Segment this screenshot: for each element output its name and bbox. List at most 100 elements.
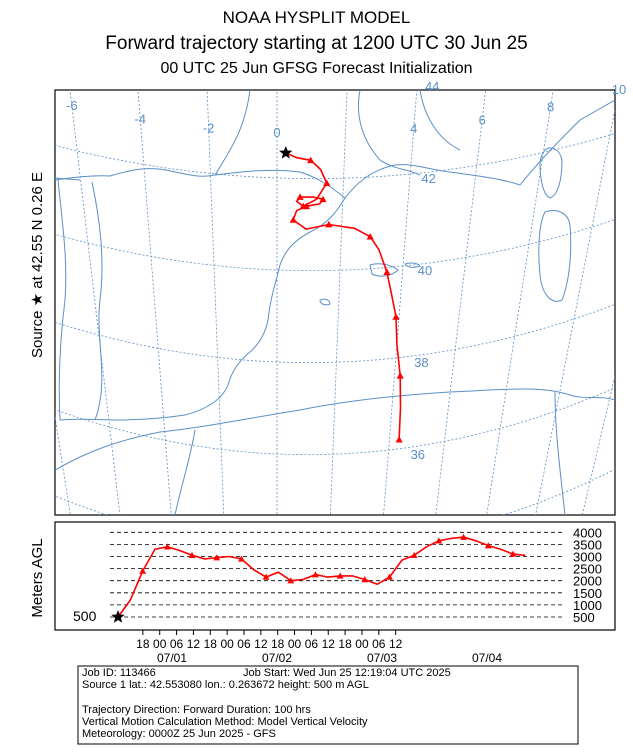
trajectory-title: Forward trajectory starting at 1200 UTC … xyxy=(105,33,528,54)
longitude-label: -6 xyxy=(66,98,78,113)
date-label: 07/02 xyxy=(262,651,292,665)
border-morocco-algeria xyxy=(174,429,196,515)
border-alps xyxy=(419,90,461,151)
map-frame xyxy=(54,89,616,516)
info-box xyxy=(77,665,579,745)
longitude-label: 4 xyxy=(410,121,417,136)
vertical-ylabel: Meters AGL xyxy=(29,538,46,617)
vertical-trajectory-marker xyxy=(336,572,344,579)
island-ibiza xyxy=(319,298,331,306)
height-tick-label: 2000 xyxy=(573,574,602,589)
longitude-line xyxy=(330,90,348,515)
time-tick-label: 12 xyxy=(254,637,268,651)
vertical-trajectory-marker xyxy=(509,550,517,557)
trajectory-marker xyxy=(296,193,304,200)
latitude-label: 36 xyxy=(411,447,425,462)
coastline-italy xyxy=(519,99,615,186)
model-title: NOAA HYSPLIT MODEL xyxy=(222,8,411,27)
trajectory-line xyxy=(285,152,402,440)
longitude-label: 0 xyxy=(273,125,280,140)
time-tick-label: 18 xyxy=(271,637,285,651)
source-info: Source 1 lat.: 42.553080 lon.: 0.263672 … xyxy=(82,679,369,691)
coastline-north-africa xyxy=(55,388,615,471)
vertical-trajectory-marker xyxy=(238,555,245,562)
trajectory-marker xyxy=(366,233,374,240)
time-tick-label: 00 xyxy=(355,637,369,651)
source-star xyxy=(279,146,293,159)
coastline-biscay xyxy=(55,168,216,181)
vertical-trajectory xyxy=(111,533,526,623)
height-tick-label: 500 xyxy=(573,610,595,625)
meteorology: Meteorology: 0000Z 25 Jun 2025 - GFS xyxy=(82,728,276,740)
height-tick-label: 2500 xyxy=(573,562,602,577)
trajectory-marker xyxy=(325,220,333,228)
vertical-trajectory-marker xyxy=(410,551,418,559)
trajectory-direction: Trajectory Direction: Forward Duration: … xyxy=(82,704,311,716)
trajectory-marker xyxy=(392,313,400,320)
trajectory-marker xyxy=(323,179,331,187)
time-tick-label: 12 xyxy=(389,637,403,651)
latitude-label: 38 xyxy=(414,355,428,370)
longitude-label: -2 xyxy=(203,120,215,135)
map-trajectory xyxy=(279,146,404,443)
longitude-line xyxy=(535,107,615,515)
coastline-portugal xyxy=(57,179,67,421)
latitude-label: 44 xyxy=(425,79,439,94)
vertical-trajectory-marker xyxy=(435,537,443,544)
height-tick-label: 4000 xyxy=(573,525,602,540)
border-algeria-tunisia xyxy=(554,391,566,515)
vertical-method: Vertical Motion Calculation Method: Mode… xyxy=(82,716,368,728)
vertical-trajectory-line xyxy=(117,536,526,618)
time-tick-label: 06 xyxy=(170,637,184,651)
source-height-label: 500 xyxy=(73,608,97,624)
time-tick-label: 12 xyxy=(322,637,336,651)
map-axis-labels: 44 42 40 38 36 -6 -4 -2 0 4 6 8 10 xyxy=(66,79,626,462)
height-tick-label: 1000 xyxy=(573,598,602,613)
longitude-line xyxy=(55,414,71,515)
time-tick-label: 06 xyxy=(372,637,386,651)
border-spain-portugal xyxy=(91,181,103,421)
latitude-label: 42 xyxy=(421,171,435,186)
island-majorca xyxy=(369,263,399,277)
vertical-trajectory-marker xyxy=(262,573,270,580)
border-pyrenees xyxy=(214,169,346,199)
longitude-line xyxy=(206,90,225,515)
job-id: Job ID: 113466 xyxy=(82,667,156,679)
latitude-line xyxy=(0,0,633,87)
time-tick-label: 06 xyxy=(237,637,251,651)
coastline-spain-east xyxy=(59,197,346,421)
vertical-trajectory-marker xyxy=(361,576,369,583)
vertical-trajectory-marker xyxy=(213,554,221,561)
border-france-east xyxy=(357,90,421,176)
source-location-label: Source ★ at 42.55 N 0.26 E xyxy=(29,172,46,358)
vertical-trajectory-marker xyxy=(163,543,171,550)
time-tick-label: 18 xyxy=(136,637,150,651)
date-label: 07/04 xyxy=(472,651,502,665)
longitude-label: -4 xyxy=(134,111,146,126)
height-tick-label: 3500 xyxy=(573,537,602,552)
time-tick-label: 00 xyxy=(220,637,234,651)
coastline-spain-north xyxy=(55,177,81,181)
time-tick-label: 00 xyxy=(288,637,302,651)
initialization-subtitle: 00 UTC 25 Jun GFSG Forecast Initializati… xyxy=(160,60,473,77)
height-tick-label: 1500 xyxy=(573,586,602,601)
time-tick-label: 18 xyxy=(338,637,352,651)
vertical-trajectory-marker xyxy=(484,542,492,549)
trajectory-marker xyxy=(307,156,315,164)
vertical-source-star xyxy=(111,610,125,623)
trajectory-marker xyxy=(319,195,327,203)
time-tick-label: 06 xyxy=(305,637,319,651)
height-tick-label: 3000 xyxy=(573,550,602,565)
island-corsica xyxy=(539,147,563,199)
coastline-france-west xyxy=(214,90,251,176)
longitude-label: 6 xyxy=(479,112,486,127)
time-tick-label: 00 xyxy=(153,637,167,651)
island-minorca xyxy=(404,262,421,268)
longitude-label: 10 xyxy=(612,82,626,97)
vertical-trajectory-marker xyxy=(460,533,467,540)
date-label: 07/01 xyxy=(157,651,187,665)
time-tick-label: 12 xyxy=(187,637,201,651)
latitude-label: 40 xyxy=(418,263,432,278)
